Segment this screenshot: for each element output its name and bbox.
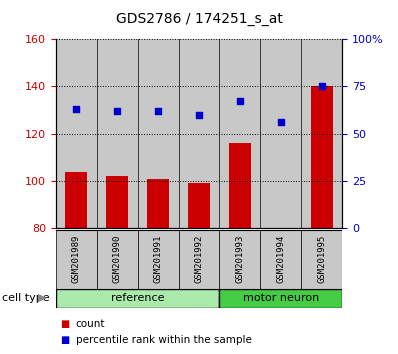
Point [114, 108, 120, 114]
Bar [219, 289, 342, 308]
Bar [260, 230, 301, 289]
Text: ▶: ▶ [37, 293, 46, 303]
Text: GSM201991: GSM201991 [154, 235, 162, 284]
Text: reference: reference [111, 293, 164, 303]
Bar [229, 143, 251, 228]
Bar [97, 230, 138, 289]
Text: GDS2786 / 174251_s_at: GDS2786 / 174251_s_at [115, 12, 283, 27]
Bar [301, 230, 342, 289]
Bar [301, 39, 342, 228]
Bar [56, 230, 97, 289]
Text: GSM201995: GSM201995 [317, 235, 326, 284]
Text: ■: ■ [60, 335, 69, 345]
Bar [56, 39, 97, 228]
Text: count: count [76, 319, 105, 329]
Text: GSM201990: GSM201990 [113, 235, 122, 284]
Text: motor neuron: motor neuron [243, 293, 319, 303]
Bar [97, 39, 138, 228]
Bar [56, 289, 219, 308]
Bar [188, 183, 210, 228]
Text: GSM201992: GSM201992 [195, 235, 203, 284]
Bar [138, 39, 179, 228]
Bar [138, 230, 179, 289]
Point [319, 84, 325, 89]
Point [237, 99, 243, 104]
Point [196, 112, 202, 118]
Bar [260, 39, 301, 228]
Bar [65, 171, 88, 228]
Text: cell type: cell type [2, 293, 50, 303]
Bar [219, 230, 260, 289]
Text: percentile rank within the sample: percentile rank within the sample [76, 335, 252, 345]
Bar [179, 39, 219, 228]
Text: GSM201993: GSM201993 [236, 235, 244, 284]
Text: ■: ■ [60, 319, 69, 329]
Point [73, 106, 79, 112]
Bar [219, 39, 260, 228]
Text: GSM201994: GSM201994 [276, 235, 285, 284]
Bar [310, 86, 333, 228]
Bar [106, 176, 129, 228]
Text: GSM201989: GSM201989 [72, 235, 81, 284]
Point [155, 108, 161, 114]
Bar [179, 230, 219, 289]
Bar [147, 179, 169, 228]
Point [278, 119, 284, 125]
